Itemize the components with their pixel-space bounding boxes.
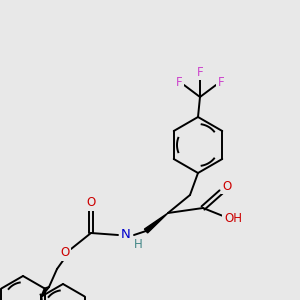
Text: OH: OH [224,212,242,224]
Text: O: O [60,247,70,260]
Text: H: H [134,238,142,251]
Text: F: F [176,76,182,88]
Text: F: F [197,65,203,79]
Polygon shape [144,213,168,233]
Text: F: F [218,76,224,88]
Text: O: O [86,196,96,209]
Text: O: O [222,179,232,193]
Text: N: N [121,229,131,242]
